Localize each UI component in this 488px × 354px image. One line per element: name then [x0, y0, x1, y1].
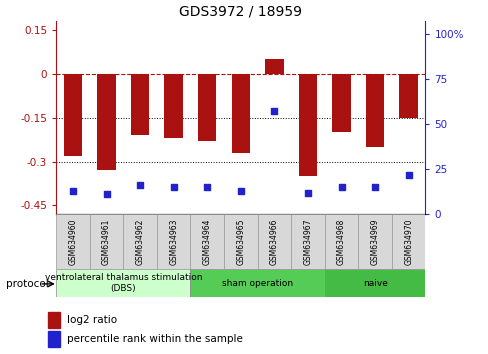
- Bar: [164, 74, 183, 138]
- Text: GSM634966: GSM634966: [269, 218, 278, 265]
- Bar: [190, 214, 224, 269]
- Text: GSM634962: GSM634962: [135, 218, 144, 265]
- Bar: [399, 74, 417, 118]
- Bar: [332, 74, 350, 132]
- Bar: [131, 74, 149, 135]
- Text: GSM634963: GSM634963: [169, 218, 178, 265]
- Bar: [231, 74, 249, 153]
- Bar: [324, 269, 425, 297]
- Point: [270, 109, 278, 114]
- Bar: [224, 214, 257, 269]
- Bar: [298, 74, 317, 176]
- Text: naive: naive: [362, 279, 386, 288]
- Title: GDS3972 / 18959: GDS3972 / 18959: [179, 5, 302, 19]
- Point: [370, 184, 378, 190]
- Point: [236, 188, 244, 194]
- Point: [102, 192, 110, 197]
- Bar: [365, 74, 384, 147]
- Point: [169, 184, 177, 190]
- Text: log2 ratio: log2 ratio: [67, 315, 117, 325]
- Text: GSM634969: GSM634969: [370, 218, 379, 265]
- Bar: [324, 214, 358, 269]
- Text: GSM634960: GSM634960: [68, 218, 78, 265]
- Bar: [56, 214, 90, 269]
- Bar: [157, 214, 190, 269]
- Bar: [391, 214, 425, 269]
- Bar: [358, 214, 391, 269]
- Text: GSM634964: GSM634964: [203, 218, 211, 265]
- Bar: [264, 59, 283, 74]
- Point: [203, 184, 211, 190]
- Text: GSM634965: GSM634965: [236, 218, 245, 265]
- Text: GSM634961: GSM634961: [102, 218, 111, 265]
- Bar: [48, 331, 60, 347]
- Text: ventrolateral thalamus stimulation
(DBS): ventrolateral thalamus stimulation (DBS): [44, 274, 202, 293]
- Text: GSM634968: GSM634968: [336, 218, 346, 265]
- Bar: [290, 214, 324, 269]
- Point: [136, 183, 144, 188]
- Bar: [123, 214, 157, 269]
- Text: GSM634970: GSM634970: [403, 218, 412, 265]
- Bar: [257, 214, 290, 269]
- Bar: [90, 214, 123, 269]
- Bar: [63, 74, 82, 156]
- Text: GSM634967: GSM634967: [303, 218, 312, 265]
- Point: [69, 188, 77, 194]
- Point: [304, 190, 311, 195]
- Point: [404, 172, 412, 177]
- Bar: [48, 312, 60, 329]
- Bar: [97, 74, 116, 170]
- Bar: [190, 269, 324, 297]
- Text: sham operation: sham operation: [222, 279, 293, 288]
- Text: protocol: protocol: [6, 279, 48, 289]
- Bar: [198, 74, 216, 141]
- Text: percentile rank within the sample: percentile rank within the sample: [67, 334, 242, 344]
- Point: [337, 184, 345, 190]
- Bar: [56, 269, 190, 297]
